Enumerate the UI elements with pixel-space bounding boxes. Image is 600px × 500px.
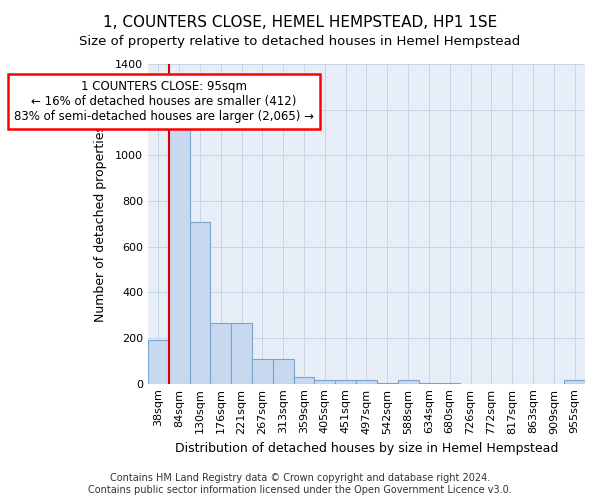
Bar — [252, 359, 273, 384]
Bar — [190, 222, 211, 384]
Bar — [439, 382, 460, 384]
Text: 1, COUNTERS CLOSE, HEMEL HEMPSTEAD, HP1 1SE: 1, COUNTERS CLOSE, HEMEL HEMPSTEAD, HP1 … — [103, 15, 497, 30]
Bar — [564, 380, 585, 384]
Bar — [169, 124, 190, 384]
Bar — [419, 382, 439, 384]
Bar — [356, 380, 377, 384]
Bar — [314, 380, 335, 384]
Text: 1 COUNTERS CLOSE: 95sqm
← 16% of detached houses are smaller (412)
83% of semi-d: 1 COUNTERS CLOSE: 95sqm ← 16% of detache… — [14, 80, 314, 123]
Bar — [293, 377, 314, 384]
Bar — [335, 380, 356, 384]
Text: Size of property relative to detached houses in Hemel Hempstead: Size of property relative to detached ho… — [79, 35, 521, 48]
Bar — [377, 382, 398, 384]
Text: Contains HM Land Registry data © Crown copyright and database right 2024.
Contai: Contains HM Land Registry data © Crown c… — [88, 474, 512, 495]
Bar — [231, 323, 252, 384]
Bar — [273, 359, 293, 384]
Bar — [148, 340, 169, 384]
Bar — [398, 380, 419, 384]
X-axis label: Distribution of detached houses by size in Hemel Hempstead: Distribution of detached houses by size … — [175, 442, 558, 455]
Y-axis label: Number of detached properties: Number of detached properties — [94, 126, 107, 322]
Bar — [211, 323, 231, 384]
